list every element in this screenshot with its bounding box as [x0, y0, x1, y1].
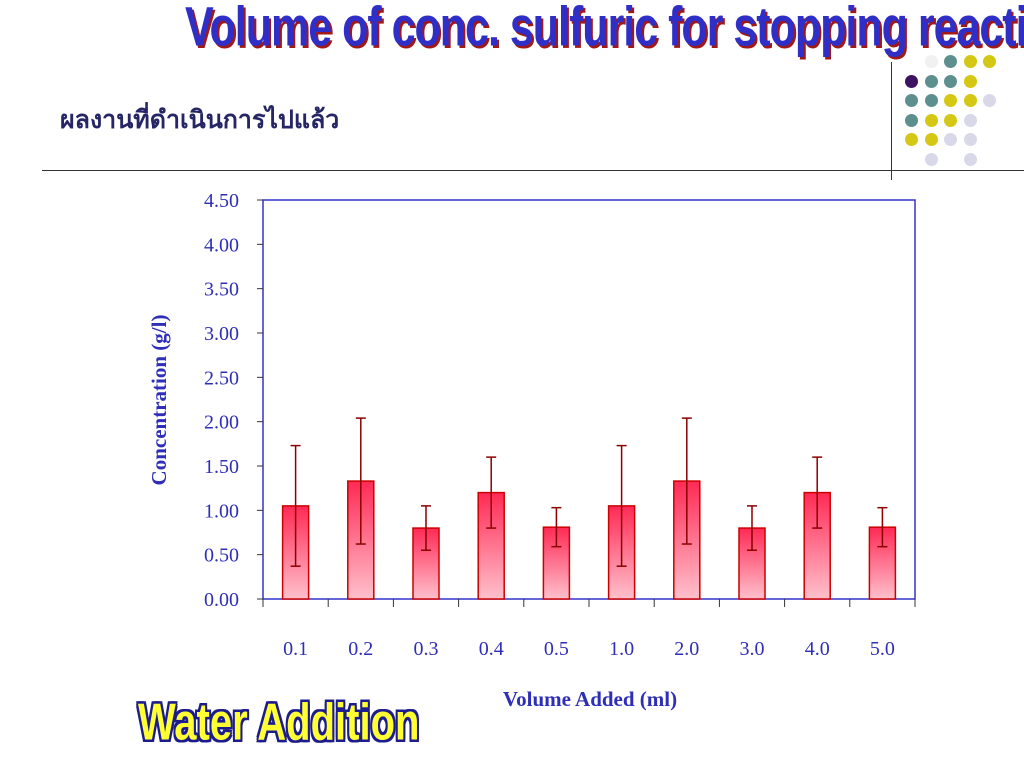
decor-dot: [963, 55, 977, 68]
error-bar: [421, 505, 431, 551]
x-tick-label: 0.4: [479, 638, 504, 660]
slide-title: Volume of conc. sulfuric for stopping re…: [185, 0, 1024, 59]
decor-dot: [944, 74, 957, 88]
decor-dot: [905, 133, 918, 146]
y-tick-label: 3.50: [204, 279, 239, 301]
error-bar: [486, 456, 497, 529]
error-bar: [616, 444, 627, 567]
decor-dot: [924, 133, 938, 146]
error-bar: [681, 417, 692, 545]
decor-dot: [944, 113, 957, 127]
x-tick-label: 5.0: [870, 638, 895, 660]
y-tick-label: 0.00: [204, 589, 239, 611]
error-bar: [551, 506, 562, 548]
x-tick-label: 2.0: [674, 638, 699, 660]
decor-dot: [924, 94, 938, 107]
y-tick-label: 1.50: [204, 456, 239, 478]
decor-dot: [905, 74, 918, 88]
y-tick-label: 2.00: [204, 412, 239, 434]
decor-dot: [944, 94, 957, 107]
error-bar: [877, 506, 888, 548]
x-tick-label: 4.0: [805, 638, 830, 660]
decor-dot: [963, 113, 977, 127]
decor-dot: [905, 113, 918, 127]
error-bar: [355, 417, 366, 545]
decor-dot: [924, 152, 938, 166]
y-tick-label: 4.00: [204, 234, 239, 256]
y-tick-label: 2.50: [204, 367, 239, 389]
decor-dot: [944, 133, 957, 146]
decor-dot: [924, 113, 938, 127]
y-tick-label: 0.50: [204, 545, 239, 567]
decor-dot: [963, 74, 977, 88]
y-tick-label: 4.50: [204, 190, 239, 212]
water-addition-label: Water Addition: [138, 694, 420, 752]
decor-dot: [924, 55, 938, 68]
decor-dot: [963, 133, 977, 146]
error-bar: [812, 456, 823, 529]
decor-dot: [905, 94, 918, 107]
error-bar: [747, 505, 757, 551]
x-tick-label: 0.5: [544, 638, 569, 660]
error-bar: [290, 444, 301, 567]
decor-dot: [924, 74, 938, 88]
y-tick-label: 3.00: [204, 323, 239, 345]
x-tick-label: 0.3: [414, 638, 439, 660]
decor-dot: [983, 55, 996, 68]
x-tick-label: 0.2: [348, 638, 373, 660]
y-tick-label: 1.00: [204, 500, 239, 522]
decor-dot: [944, 55, 957, 68]
y-axis-title: Concentration (g/l): [147, 315, 171, 486]
x-tick-label: 3.0: [740, 638, 765, 660]
decor-dot: [963, 94, 977, 107]
slide-subtitle: ผลงานที่ดำเนินการไปแล้ว: [60, 105, 340, 134]
decor-dot: [963, 152, 977, 166]
header-divider: [42, 170, 1024, 171]
vertical-divider: [891, 62, 892, 180]
x-axis-title: Volume Added (ml): [503, 687, 677, 711]
x-tick-label: 1.0: [609, 638, 634, 660]
decor-dot: [983, 94, 996, 107]
x-tick-label: 0.1: [283, 638, 308, 660]
